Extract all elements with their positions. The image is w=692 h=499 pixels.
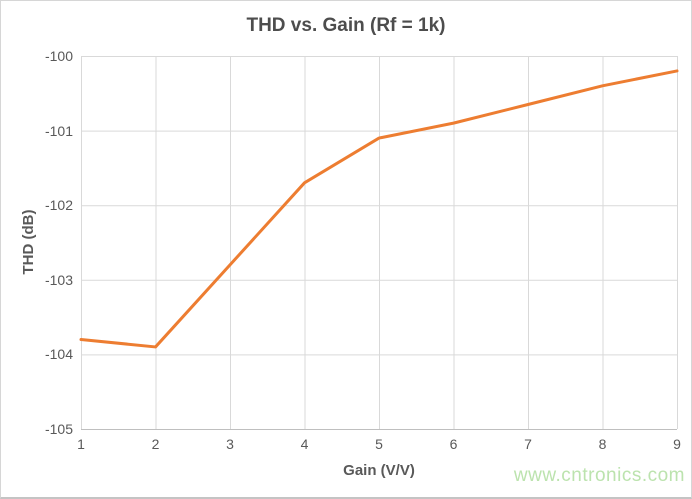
y-tick-label: -101 bbox=[44, 122, 73, 139]
plot-area bbox=[79, 56, 679, 430]
y-tick-label: -105 bbox=[44, 421, 73, 437]
watermark-text: www.cntronics.com bbox=[513, 465, 685, 486]
x-tick-label: 6 bbox=[449, 436, 458, 452]
x-tick-label: 3 bbox=[226, 436, 234, 452]
y-tick-label: -102 bbox=[44, 197, 73, 214]
x-axis-title: Gain (V/V) bbox=[343, 462, 415, 479]
x-tick-label: 8 bbox=[598, 436, 607, 452]
y-tick-label: -100 bbox=[44, 48, 73, 64]
x-tick-label: 2 bbox=[151, 436, 160, 452]
x-tick-label: 1 bbox=[77, 436, 85, 452]
x-tick-label: 5 bbox=[375, 436, 383, 452]
chart-title: THD vs. Gain (Rf = 1k) bbox=[246, 15, 446, 36]
y-axis-title: THD (dB) bbox=[20, 209, 37, 275]
x-tick-label: 7 bbox=[524, 436, 532, 452]
x-tick-label: 9 bbox=[673, 436, 681, 452]
y-tick-label: -104 bbox=[44, 346, 73, 363]
y-tick-label: -103 bbox=[44, 271, 73, 288]
thd-series-line bbox=[79, 69, 679, 349]
x-tick-label: 4 bbox=[300, 436, 309, 452]
chart-canvas bbox=[79, 56, 679, 430]
